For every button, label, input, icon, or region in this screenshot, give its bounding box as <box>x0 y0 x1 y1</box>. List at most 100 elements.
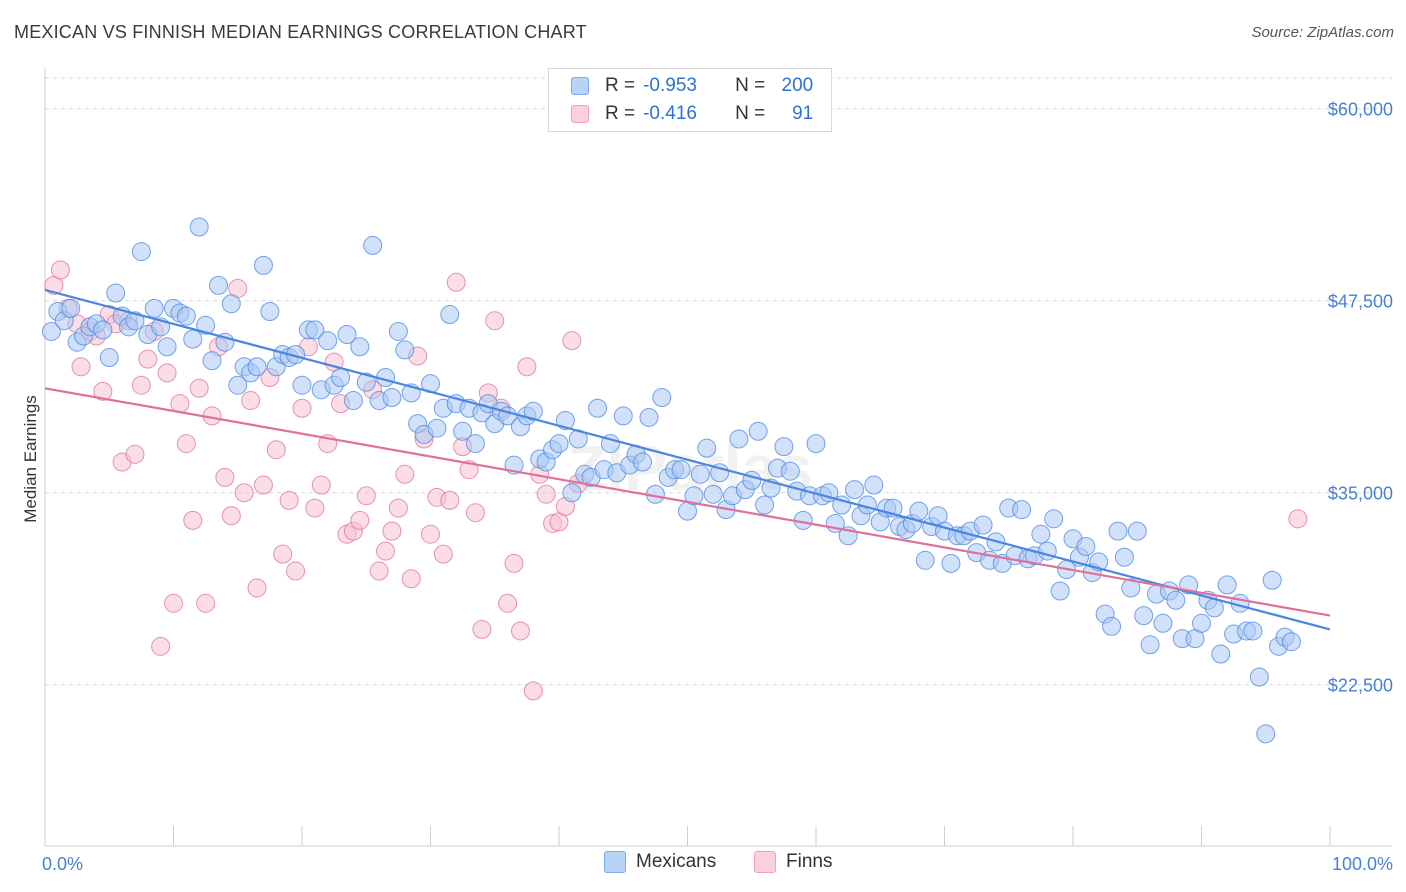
mexicans-point <box>131 242 151 262</box>
bottom-legend-finns: Finns <box>754 851 832 873</box>
mexicans-point <box>440 305 460 325</box>
finns-point <box>164 593 183 613</box>
finns-point <box>356 486 376 506</box>
mexicans-point <box>697 438 717 458</box>
y-tick-labels: $22,500 $35,000 $47,500 $60,000 <box>1328 100 1393 696</box>
y-tick-label: $47,500 <box>1328 292 1393 312</box>
finns-point <box>395 464 415 484</box>
mexicans-point <box>1192 613 1211 633</box>
mexicans-point <box>183 329 203 349</box>
finns-point <box>234 483 254 503</box>
mexicans-point <box>292 375 312 395</box>
finns-point <box>176 434 196 454</box>
finns-point <box>369 561 389 581</box>
mexicans-point <box>755 495 775 515</box>
finns-point <box>421 524 440 544</box>
legend-n-value: 200 <box>781 75 814 96</box>
mexicans-point <box>684 486 704 506</box>
trend-lines <box>44 288 1331 631</box>
mexicans-point <box>774 437 794 457</box>
finns-point <box>125 444 145 464</box>
finns-point <box>485 311 505 331</box>
finns-point <box>93 381 113 401</box>
y-tick-label: $35,000 <box>1328 484 1393 504</box>
mexicans-point <box>588 398 608 418</box>
mexicans-point <box>260 301 280 321</box>
mexicans-point <box>93 320 113 340</box>
mexicans-point <box>703 484 723 504</box>
mexicans-point <box>144 298 164 318</box>
mexicans-point <box>1050 581 1070 601</box>
mexicans-point <box>1102 616 1122 636</box>
legend-r-label: R = <box>605 103 636 124</box>
bottom-legend-label: Finns <box>786 851 833 872</box>
finns-point <box>247 578 267 598</box>
bottom-swatch-mexicans <box>604 851 626 873</box>
mexicans-point <box>1127 521 1147 541</box>
mexicans-point <box>915 550 935 570</box>
finns-point <box>388 498 408 518</box>
mexicans-point <box>106 283 126 303</box>
finns-point <box>273 544 293 564</box>
finns-point <box>221 506 241 526</box>
mexicans-point <box>633 452 653 472</box>
legend-n-value: 91 <box>792 103 814 124</box>
mexicans-point <box>1166 590 1186 610</box>
finns-point <box>382 521 402 541</box>
mexicans-point <box>196 315 216 335</box>
finns-point <box>196 593 216 613</box>
finns-point <box>311 475 331 495</box>
legend-swatch-finns <box>571 105 589 123</box>
mexicans-point <box>690 464 710 484</box>
finns-point <box>446 272 466 292</box>
mexicans-point <box>388 321 408 341</box>
bottom-legend-mexicans: Mexicans <box>604 851 716 873</box>
mexicans-point <box>465 434 485 454</box>
mexicans-point <box>639 407 659 427</box>
legend-row-finns: R = -0.416 N = 91 <box>571 101 813 127</box>
finns-point <box>292 398 312 418</box>
bottom-legend-label: Mexicans <box>636 851 717 872</box>
mexicans-point <box>61 298 81 318</box>
mexicans-point <box>1012 500 1032 520</box>
finns-point <box>151 636 171 656</box>
mexicans-point <box>343 391 363 411</box>
mexicans-point <box>1076 536 1096 556</box>
mexicans-point <box>221 294 241 314</box>
chart-title: MEXICAN VS FINNISH MEDIAN EARNINGS CORRE… <box>14 22 587 42</box>
mexicans-point <box>780 461 800 481</box>
mexicans-point <box>523 401 543 421</box>
source-label: Source: ZipAtlas.com <box>1251 24 1394 41</box>
mexicans-point <box>337 325 357 345</box>
mexicans-point <box>395 340 415 360</box>
y-axis-label: Median Earnings <box>21 395 40 523</box>
mexicans-point <box>382 387 402 407</box>
mexicans-point <box>208 275 228 295</box>
mexicans-point <box>1153 613 1173 633</box>
finns-point <box>536 484 556 504</box>
finns-point <box>215 467 235 487</box>
mexicans-point <box>613 406 633 426</box>
legend-n-label: N = <box>735 75 766 96</box>
finns-point <box>376 541 396 561</box>
finns-trend-line <box>44 387 1331 617</box>
mexicans-point <box>176 306 196 326</box>
legend-r-value: -0.416 <box>643 103 697 124</box>
mexicans-point <box>453 421 473 441</box>
x-tick-labels: 0.0% 100.0% <box>42 854 1393 874</box>
finns-point <box>50 260 70 280</box>
finns-point <box>157 363 177 383</box>
finns-point <box>138 349 158 369</box>
finns-point <box>305 498 325 518</box>
mexicans-point <box>318 331 338 351</box>
mexicans-point <box>806 434 826 454</box>
x-tick-label: 100.0% <box>1332 854 1393 874</box>
mexicans-point <box>1211 644 1231 664</box>
mexicans-point <box>1243 621 1263 641</box>
mexicans-point <box>228 375 248 395</box>
finns-point <box>465 503 485 523</box>
mexicans-point <box>973 515 993 535</box>
finns-point <box>266 440 286 460</box>
mexicans-point <box>562 483 582 503</box>
finns-point <box>189 378 209 398</box>
